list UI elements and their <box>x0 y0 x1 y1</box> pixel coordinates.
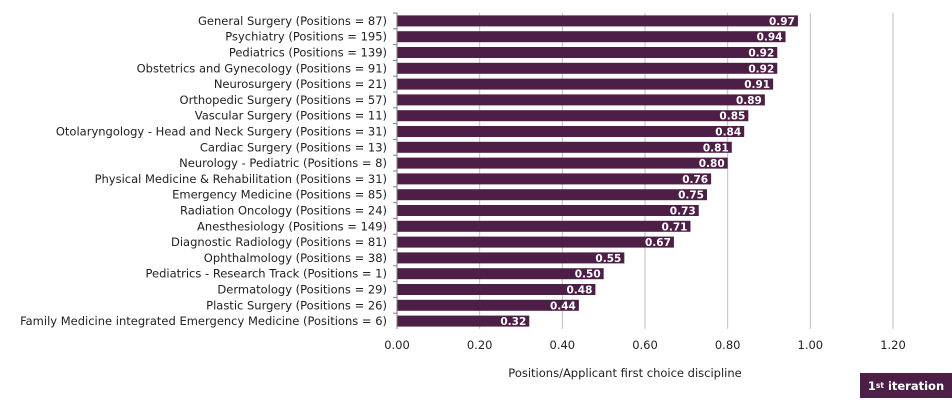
category-label: Pediatrics - Research Track (Positions =… <box>145 267 387 281</box>
x-tick-label: 1.20 <box>880 338 906 352</box>
data-label: 0.89 <box>736 95 762 107</box>
bar <box>397 110 749 122</box>
category-label: Ophthalmology (Positions = 38) <box>204 251 387 265</box>
bar <box>397 205 699 216</box>
category-label: Otolaryngology - Head and Neck Surgery (… <box>56 125 387 139</box>
data-label: 0.44 <box>550 300 576 312</box>
x-tick-label: 1.00 <box>798 338 824 352</box>
data-label: 0.85 <box>719 111 745 123</box>
bar <box>397 31 786 43</box>
category-label: Anesthesiology (Positions = 149) <box>197 219 387 233</box>
category-label: General Surgery (Positions = 87) <box>198 14 387 28</box>
bar <box>397 141 732 153</box>
x-axis-title: Positions/Applicant first choice discipl… <box>508 366 741 380</box>
x-tick-label: 0.60 <box>632 338 658 352</box>
badge-number: 1 <box>867 378 876 393</box>
category-label: Emergency Medicine (Positions = 85) <box>172 188 387 202</box>
bar <box>397 236 674 248</box>
data-label: 0.91 <box>744 79 770 91</box>
category-label: Radiation Oncology (Positions = 24) <box>180 204 387 218</box>
category-label: Plastic Surgery (Positions = 26) <box>206 298 387 312</box>
bar <box>397 189 707 201</box>
category-label: Dermatology (Positions = 29) <box>217 283 387 297</box>
category-label: Vascular Surgery (Positions = 11) <box>195 109 387 123</box>
data-label: 0.48 <box>566 285 592 297</box>
data-label: 0.75 <box>678 190 704 202</box>
bar <box>397 315 530 327</box>
category-label: Orthopedic Surgery (Positions = 57) <box>180 93 387 107</box>
data-label: 0.92 <box>748 48 774 60</box>
bar <box>397 78 774 90</box>
category-label: Family Medicine integrated Emergency Med… <box>20 314 387 328</box>
bar <box>397 62 778 74</box>
x-tick-label: 0.40 <box>550 338 576 352</box>
bar <box>397 15 798 27</box>
bar <box>397 157 728 169</box>
category-label: Neurosurgery (Positions = 21) <box>214 77 387 91</box>
data-label: 0.55 <box>595 253 621 265</box>
data-label: 0.73 <box>670 206 696 218</box>
category-label: Neurology - Pediatric (Positions = 8) <box>179 156 387 170</box>
bar <box>397 284 596 295</box>
category-label: Physical Medicine & Rehabilitation (Posi… <box>95 172 387 186</box>
x-axis-ticks: 0.00 0.20 0.40 0.60 0.80 1.00 1.20 <box>384 338 906 352</box>
bars: 0.97 0.94 0.92 0.92 0.91 0.89 0.85 0.84 0.81 0.80… <box>397 15 798 328</box>
bar <box>397 94 765 106</box>
data-label: 0.50 <box>575 269 601 281</box>
data-label: 0.84 <box>715 127 741 139</box>
bar <box>397 126 745 137</box>
bar <box>397 220 691 232</box>
category-label: Obstetrics and Gynecology (Positions = 9… <box>137 61 387 75</box>
bar <box>397 47 778 58</box>
category-label: Diagnostic Radiology (Positions = 81) <box>171 235 387 249</box>
x-tick-label: 0.20 <box>467 338 493 352</box>
data-label: 0.71 <box>662 221 688 233</box>
category-label: Cardiac Surgery (Positions = 13) <box>200 140 387 154</box>
badge-text: iteration <box>883 378 945 393</box>
data-label: 0.80 <box>699 158 725 170</box>
data-label: 0.32 <box>500 316 526 328</box>
data-label: 0.76 <box>682 174 708 186</box>
data-label: 0.81 <box>703 142 729 154</box>
data-label: 0.67 <box>645 237 671 249</box>
category-label: Psychiatry (Positions = 195) <box>225 30 387 44</box>
data-label: 0.97 <box>769 16 795 28</box>
bar <box>397 268 604 280</box>
x-tick-label: 0.80 <box>715 338 741 352</box>
badge-ordinal-suffix: st <box>875 381 884 390</box>
bar <box>397 252 625 264</box>
bar <box>397 173 712 185</box>
category-labels: General Surgery (Positions = 87) Psychiat… <box>20 12 397 328</box>
gridlines <box>479 13 894 329</box>
x-tick-label: 0.00 <box>384 338 410 352</box>
category-label: Pediatrics (Positions = 139) <box>229 46 387 60</box>
bar <box>397 299 579 311</box>
data-label: 0.92 <box>748 63 774 75</box>
data-label: 0.94 <box>757 32 783 44</box>
